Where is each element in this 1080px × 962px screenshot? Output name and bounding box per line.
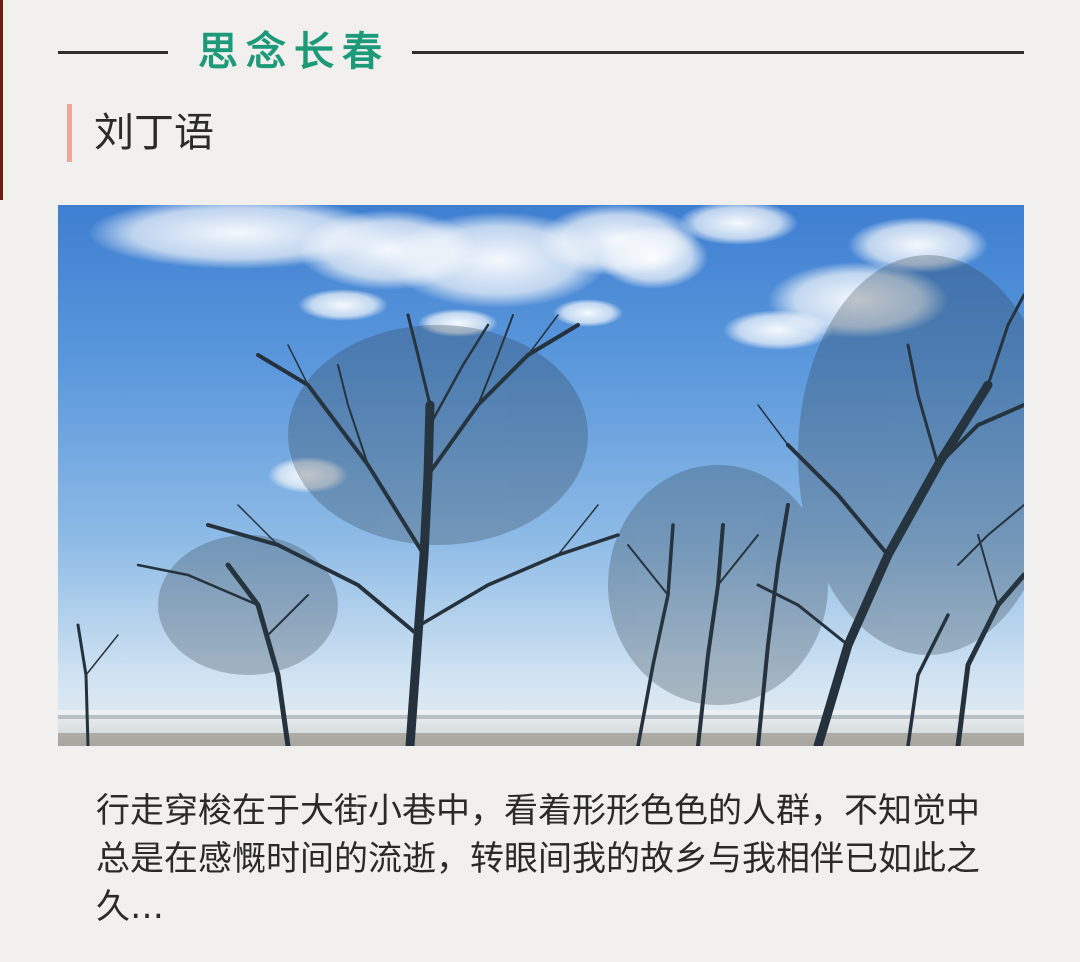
photo-bare-trees-sky[interactable] — [58, 205, 1024, 746]
header-rule-right — [412, 51, 1024, 54]
header-rule-left — [58, 51, 168, 54]
clouds — [88, 205, 988, 493]
photo-illustration — [58, 205, 1024, 746]
section-header: 思念长春 — [0, 22, 1080, 86]
page-edge-strip — [0, 0, 3, 200]
section-title: 思念长春 — [198, 29, 390, 75]
twig-canopy — [158, 255, 1024, 705]
trees — [76, 293, 1024, 746]
article-paragraph: 行走穿梭在于大街小巷中，看着形形色色的人群，不知觉中总是在感慨时间的流逝，转眼间… — [96, 791, 980, 927]
author-name: 刘丁语 — [94, 110, 214, 156]
author-accent-bar — [67, 104, 72, 162]
